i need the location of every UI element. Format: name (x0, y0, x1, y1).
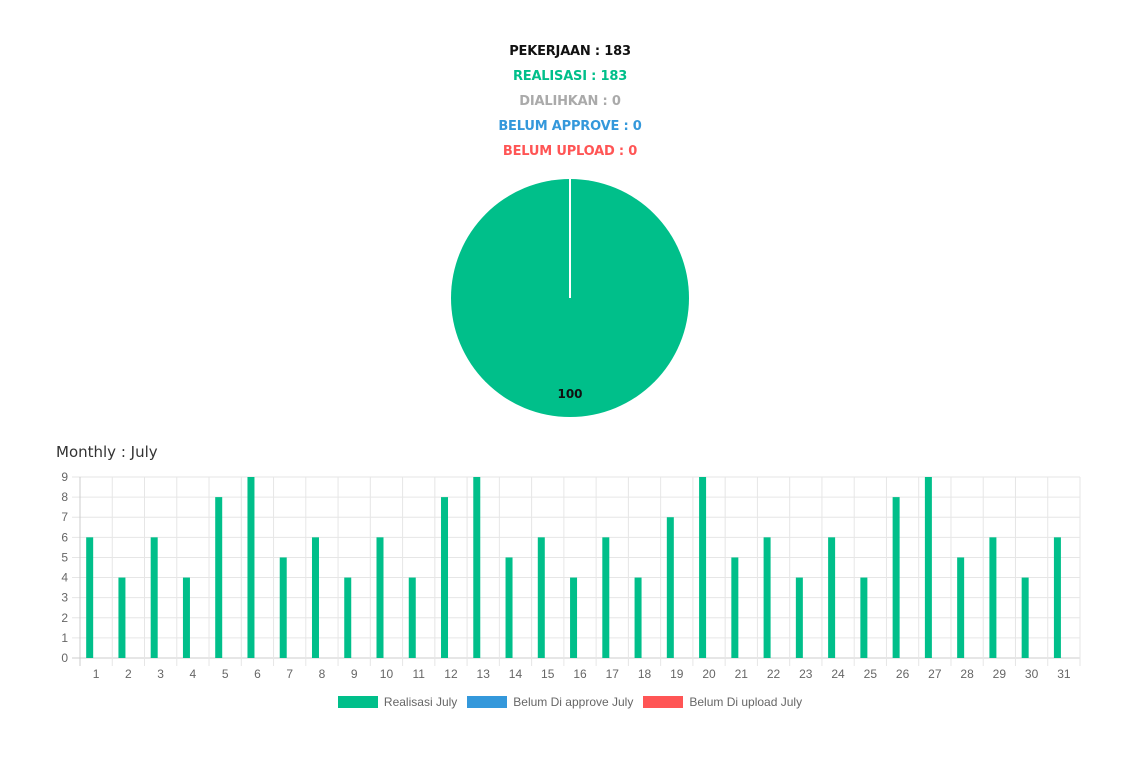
x-axis: 1 2 3 4 5 6 7 8 9 10 11 12 13 14 15 16 17 18 19 20 21 22 23 24 2… (93, 667, 1071, 681)
bar-realisasi-july-1[interactable] (86, 537, 94, 658)
x-tick-label: 24 (831, 667, 845, 681)
belum-approve-count: BELUM APPROVE : 0 (498, 119, 642, 134)
bar-realisasi-july-31[interactable] (1053, 537, 1061, 658)
legend-swatch-belum-approve (467, 696, 508, 708)
bar-realisasi-july-13[interactable] (473, 477, 481, 658)
x-tick-label: 8 (319, 667, 326, 681)
x-tick-label: 22 (767, 667, 781, 681)
x-tick-label: 31 (1057, 667, 1071, 681)
y-tick-label: 9 (61, 470, 68, 484)
x-tick-label: 7 (286, 667, 293, 681)
x-tick-label: 13 (477, 667, 491, 681)
x-tick-label: 15 (541, 667, 555, 681)
x-tick-label: 2 (125, 667, 132, 681)
x-tick-label: 12 (444, 667, 458, 681)
x-tick-label: 14 (509, 667, 523, 681)
legend-swatch-belum-upload (643, 696, 684, 708)
belum-upload-count: BELUM UPLOAD : 0 (502, 144, 638, 159)
x-tick-label: 3 (157, 667, 164, 681)
bar-realisasi-july-6[interactable] (247, 477, 255, 658)
y-tick-label: 4 (61, 571, 68, 585)
x-tick-label: 26 (896, 667, 910, 681)
y-tick-label: 0 (61, 651, 68, 665)
bar-realisasi-july-17[interactable] (602, 537, 610, 658)
x-tick-label: 18 (638, 667, 652, 681)
x-tick-label: 20 (702, 667, 716, 681)
bar-realisasi-july-8[interactable] (311, 537, 319, 658)
summary-panel: PEKERJAAN : 183 REALISASI : 183 DIALIHKA… (0, 42, 1140, 167)
legend-label-belum-approve: Belum Di approve July (513, 695, 634, 709)
bar-realisasi-july-2[interactable] (118, 577, 126, 658)
bar-realisasi-july-5[interactable] (215, 497, 223, 658)
realisasi-count: REALISASI : 183 (512, 69, 628, 84)
y-tick-label: 2 (61, 611, 68, 625)
bar-realisasi-july-26[interactable] (892, 497, 900, 658)
bar-realisasi-july-14[interactable] (505, 557, 513, 658)
bar-realisasi-july-3[interactable] (150, 537, 158, 658)
y-tick-label: 6 (61, 530, 68, 544)
x-tick-label: 9 (351, 667, 358, 681)
x-tick-label: 4 (190, 667, 197, 681)
pekerjaan-count: PEKERJAAN : 183 (509, 44, 631, 59)
bar-realisasi-july-28[interactable] (957, 557, 965, 658)
y-tick-label: 1 (61, 631, 68, 645)
bar-realisasi-july-12[interactable] (441, 497, 449, 658)
bar-realisasi-july-24[interactable] (828, 537, 836, 658)
bar-realisasi-july-7[interactable] (279, 557, 287, 658)
bar-series (86, 477, 1061, 658)
bar-realisasi-july-19[interactable] (666, 517, 674, 658)
x-tick-label: 25 (864, 667, 878, 681)
bar-realisasi-july-25[interactable] (860, 577, 868, 658)
x-tick-label: 21 (735, 667, 749, 681)
x-tick-label: 16 (573, 667, 587, 681)
dialihkan-count: DIALIHKAN : 0 (519, 94, 621, 109)
bar-realisasi-july-4[interactable] (182, 577, 190, 658)
legend-swatch-realisasi (337, 696, 378, 708)
bar-realisasi-july-10[interactable] (376, 537, 384, 658)
bar-realisasi-july-9[interactable] (344, 577, 352, 658)
x-tick-label: 29 (993, 667, 1007, 681)
x-tick-label: 17 (606, 667, 620, 681)
legend-item-belum-approve[interactable]: Belum Di approve July (467, 695, 633, 709)
legend-item-realisasi[interactable]: Realisasi July (337, 695, 458, 709)
bar-realisasi-july-27[interactable] (924, 477, 932, 658)
x-tick-label: 19 (670, 667, 684, 681)
y-tick-label: 5 (61, 550, 68, 564)
bar-realisasi-july-21[interactable] (731, 557, 739, 658)
bar-realisasi-july-22[interactable] (763, 537, 771, 658)
x-tick-label: 6 (254, 667, 261, 681)
pie-data-label: 100 (557, 387, 582, 401)
bar-realisasi-july-29[interactable] (989, 537, 997, 658)
x-tick-label: 23 (799, 667, 813, 681)
pie-chart: 100 (451, 179, 689, 417)
y-tick-label: 7 (61, 510, 68, 524)
bar-realisasi-july-11[interactable] (408, 577, 416, 658)
legend-label-belum-upload: Belum Di upload July (689, 695, 803, 709)
x-tick-label: 27 (928, 667, 942, 681)
x-tick-label: 30 (1025, 667, 1039, 681)
legend-item-belum-upload[interactable]: Belum Di upload July (643, 695, 802, 709)
chart-legend: Realisasi July Belum Di approve July Bel… (0, 695, 1140, 709)
bar-realisasi-july-16[interactable] (570, 577, 578, 658)
y-tick-label: 8 (61, 490, 68, 504)
y-tick-label: 3 (61, 591, 68, 605)
y-axis: 0 1 2 3 4 5 6 7 8 9 (61, 470, 68, 665)
x-tick-label: 11 (412, 667, 425, 681)
bar-realisasi-july-20[interactable] (699, 477, 707, 658)
bar-realisasi-july-23[interactable] (795, 577, 803, 658)
x-tick-label: 28 (960, 667, 974, 681)
monthly-title: Monthly : July (56, 443, 158, 461)
x-tick-label: 1 (93, 667, 100, 681)
bar-realisasi-july-30[interactable] (1021, 577, 1029, 658)
x-tick-label: 10 (380, 667, 394, 681)
legend-label-realisasi: Realisasi July (383, 695, 458, 709)
bar-realisasi-july-18[interactable] (634, 577, 642, 658)
bar-realisasi-july-15[interactable] (537, 537, 545, 658)
x-tick-label: 5 (222, 667, 229, 681)
